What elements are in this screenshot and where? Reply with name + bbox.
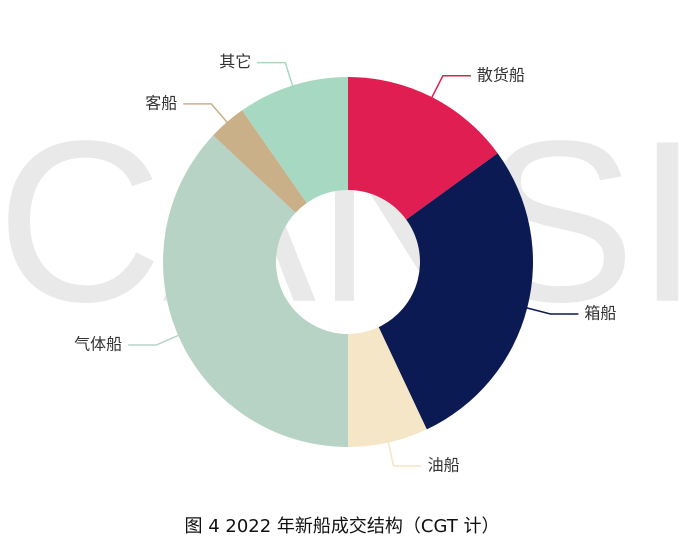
slice xyxy=(378,153,533,430)
leader-line xyxy=(183,103,229,125)
leader-line xyxy=(128,333,181,346)
slice-label: 客船 xyxy=(145,93,177,112)
slice xyxy=(163,135,348,448)
slice-label: 气体船 xyxy=(74,335,122,354)
slice xyxy=(348,77,498,220)
slice xyxy=(348,327,427,447)
leader-line xyxy=(387,440,422,467)
leader-line xyxy=(430,75,471,100)
chart-title: 图 4 2022 年新船成交结构（CGT 计） xyxy=(184,516,499,537)
slice xyxy=(213,110,307,213)
slice-label: 其它 xyxy=(219,52,251,71)
leader-line xyxy=(525,306,579,315)
slice-label: 箱船 xyxy=(584,303,616,322)
slice-label: 油船 xyxy=(428,455,460,474)
leader-line xyxy=(257,61,294,88)
slice xyxy=(242,77,348,203)
slice-label: 散货船 xyxy=(477,65,525,84)
